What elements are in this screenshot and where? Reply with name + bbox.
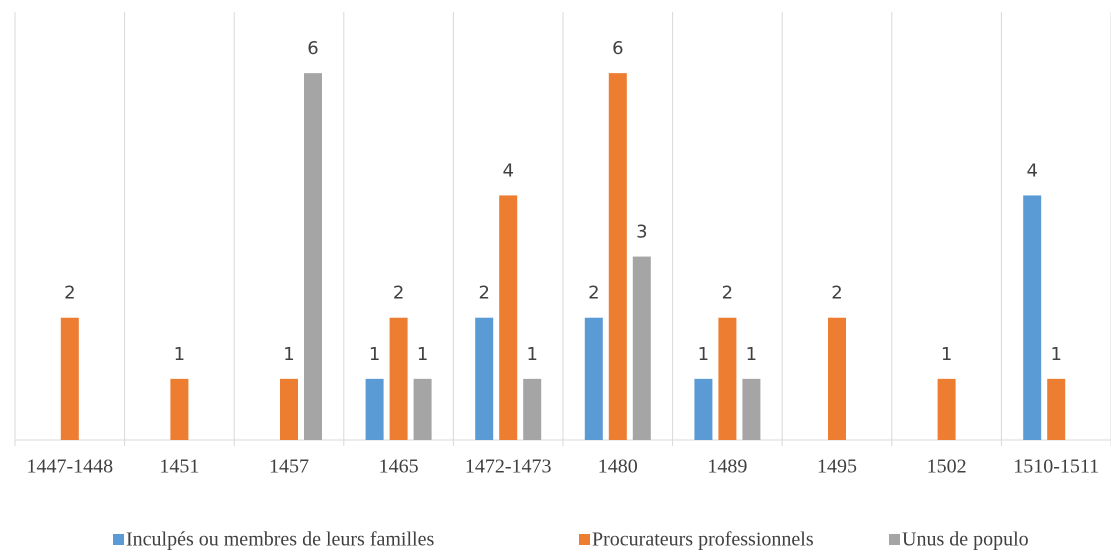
bar — [608, 73, 627, 441]
data-label: 4 — [1026, 160, 1037, 181]
bar — [632, 256, 651, 440]
data-label: 6 — [612, 38, 623, 59]
bar — [828, 317, 846, 440]
legend-label: Procurateurs professionnels — [592, 529, 814, 551]
x-tick-label: 1451 — [159, 456, 199, 478]
data-label: 1 — [417, 344, 428, 365]
bar — [170, 378, 189, 440]
data-label: 2 — [64, 283, 75, 304]
bar — [304, 73, 322, 441]
data-label: 1 — [526, 344, 537, 365]
legend-label: Unus de populo — [902, 529, 1029, 551]
x-tick-label: 1489 — [707, 456, 747, 478]
x-tick-label: 1465 — [379, 456, 419, 478]
x-tick-label: 1510-1511 — [1013, 456, 1099, 478]
x-tick-label: 1457 — [269, 456, 309, 478]
x-tick-label: 1447-1448 — [26, 456, 113, 478]
legend-label: Inculpés ou membres de leurs familles — [126, 529, 434, 551]
legend-swatch — [889, 534, 900, 545]
data-label: 1 — [698, 344, 709, 365]
bar — [523, 378, 542, 440]
bar — [365, 378, 384, 440]
data-label: 1 — [283, 344, 294, 365]
bar — [389, 317, 408, 440]
bar — [280, 378, 298, 440]
data-label: 4 — [502, 160, 513, 181]
bar — [499, 195, 518, 440]
legend-swatch — [113, 534, 124, 545]
x-tick-label: 1472-1473 — [465, 456, 552, 478]
bar — [718, 317, 737, 440]
bar — [60, 317, 79, 440]
data-label: 1 — [746, 344, 757, 365]
data-label: 1 — [174, 344, 185, 365]
data-label: 2 — [478, 283, 489, 304]
data-label: 3 — [636, 222, 647, 243]
data-label: 2 — [393, 283, 404, 304]
bar — [584, 317, 603, 440]
x-tick-label: 1480 — [598, 456, 638, 478]
data-label: 1 — [1050, 344, 1061, 365]
bar — [742, 378, 761, 440]
bar — [1047, 378, 1066, 440]
data-label: 1 — [941, 344, 952, 365]
legend-swatch — [579, 534, 590, 545]
bar — [1023, 195, 1042, 440]
bar — [475, 317, 494, 440]
data-label: 2 — [722, 283, 733, 304]
bar — [413, 378, 432, 440]
bar — [694, 378, 713, 440]
x-tick-label: 1502 — [927, 456, 967, 478]
bar — [937, 378, 956, 440]
data-label: 2 — [588, 283, 599, 304]
data-label: 1 — [369, 344, 380, 365]
data-label: 6 — [307, 38, 318, 59]
x-tick-label: 1495 — [817, 456, 857, 478]
data-label: 2 — [831, 283, 842, 304]
